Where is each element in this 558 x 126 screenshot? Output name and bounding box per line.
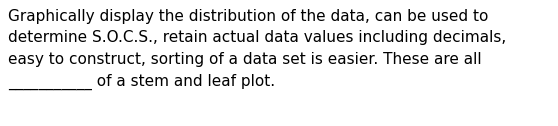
Text: Graphically display the distribution of the data, can be used to
determine S.O.C: Graphically display the distribution of … xyxy=(8,9,507,90)
